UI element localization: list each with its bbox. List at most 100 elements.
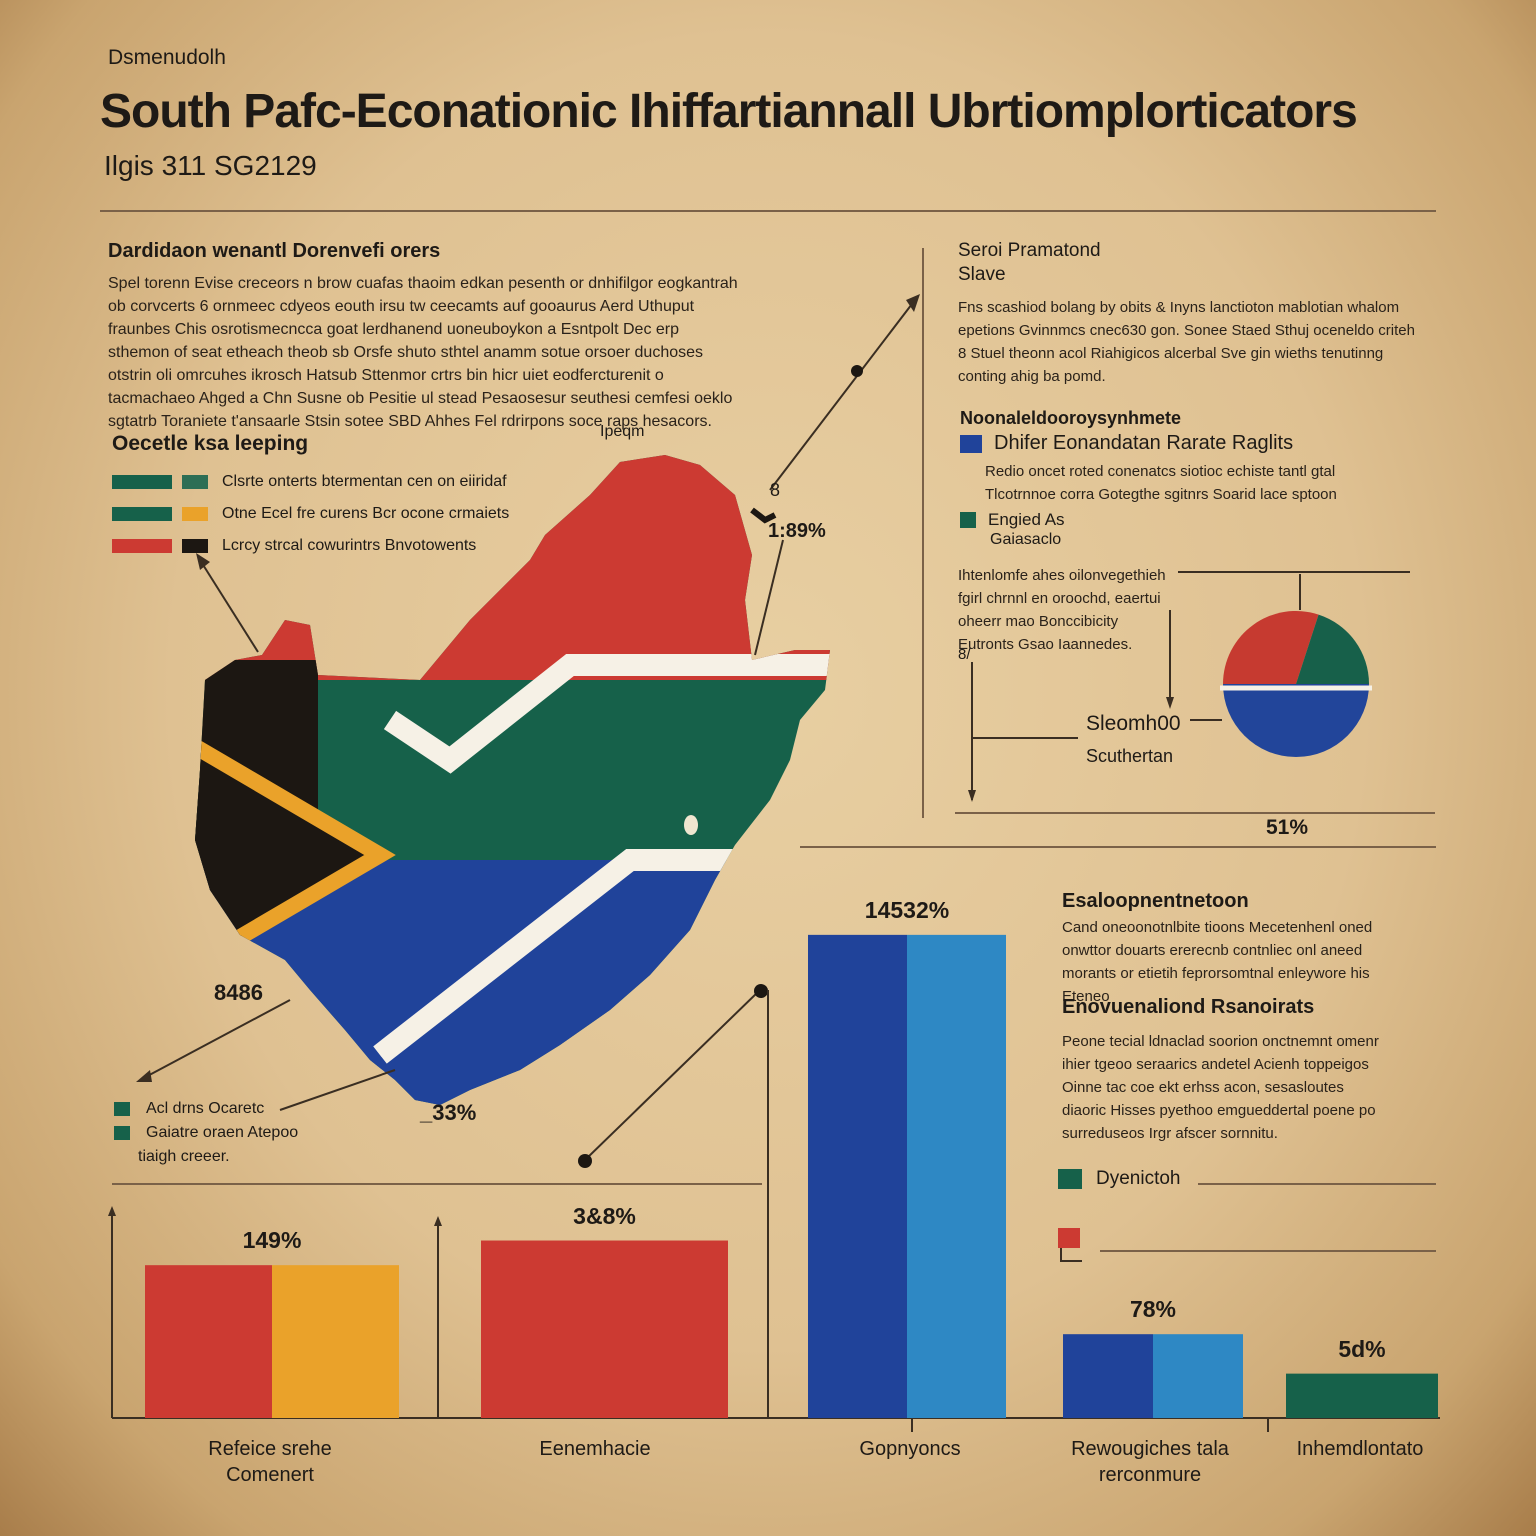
bar <box>272 1265 399 1418</box>
annotation-line <box>279 1069 396 1111</box>
lower-right-heading-2: Enovuenaliond Rsanoirats <box>1062 996 1315 1018</box>
right-legend-2-sub: Gaiasaclo <box>990 531 1062 548</box>
bar-value-label: 78% <box>1129 1296 1177 1323</box>
arrow-head-icon <box>196 553 210 570</box>
pin-icon <box>750 507 777 524</box>
right-panel-sub-heading: Noonaleldooroysynhmete <box>960 408 1182 428</box>
pie-chart <box>1220 611 1372 757</box>
lower-right-body-1: Cand oneoonotnlbite tioons Mecetenhenl o… <box>1062 919 1373 1005</box>
legend-label: Acl drns Ocaretc <box>146 1100 265 1117</box>
legend-line <box>1198 1183 1436 1185</box>
bar <box>808 934 907 1418</box>
right-note: Ihtenlomfe ahes oilonvegethieh fgirl chr… <box>958 567 1166 653</box>
right-panel-body: Fns scashiod bolang by obits & Inyns lan… <box>958 299 1415 385</box>
bar-value-label: 149% <box>242 1227 302 1254</box>
arrow-head-icon <box>968 790 976 802</box>
header-kicker: Dsmenudolh <box>108 46 226 69</box>
page-title: South Pafc-Econationic Ihiffartiannall U… <box>100 85 1358 138</box>
map-legend: Acl drns Ocaretc Gaiatre oraen Atepoo ti… <box>114 1097 298 1169</box>
left-panel-heading: Dardidaon wenantl Dorenvefi orers <box>108 240 441 262</box>
legend-swatch-green-2 <box>182 475 208 489</box>
legend-swatch-black <box>182 539 208 553</box>
pie-slice <box>1296 614 1369 684</box>
legend-row: Lcrcy strcal cowurintrs Bnvotowents <box>112 534 509 558</box>
legend-label: Engied As <box>988 510 1065 529</box>
legend-swatch-red <box>1058 1228 1080 1248</box>
bar-category-label: Rewougiches tala rerconmure <box>1071 1438 1229 1486</box>
pie-value-label: 51% <box>1266 816 1309 839</box>
left-legend-heading: Oecetle ksa leeping <box>112 432 309 455</box>
legend-label: tiaigh creeer. <box>138 1148 230 1165</box>
annotation-line <box>199 559 259 653</box>
lower-right-heading-1: Esaloopnentnetoon <box>1062 890 1249 912</box>
legend-swatch-gold <box>182 507 208 521</box>
right-panel-divider <box>922 248 924 818</box>
legend-hook <box>1060 1248 1082 1262</box>
legend-row: Clsrte onterts btermentan cen on eiirida… <box>112 470 509 494</box>
legend-label: Gaiatre oraen Atepoo <box>146 1124 299 1141</box>
right-panel-heading-1: Seroi Pramatond <box>958 240 1101 261</box>
flag-white-stripe-top <box>383 654 830 774</box>
map-label-c: 8486 <box>214 980 263 1005</box>
legend-row: Otne Ecel fre curens Bcr ocone crmaiets <box>112 502 509 526</box>
legend-swatch-blue <box>960 434 982 453</box>
annotation-line <box>754 539 784 656</box>
legend-line <box>1100 1250 1436 1252</box>
annotation-line <box>769 299 916 491</box>
bar <box>907 934 1006 1418</box>
left-legend: Clsrte onterts btermentan cen on eiirida… <box>112 470 509 558</box>
legend-swatch-green <box>114 1102 130 1116</box>
legend-swatch-green <box>960 512 976 528</box>
bar-category-label: Refeice srehe Comenert <box>208 1438 332 1486</box>
right-panel-bottom-rule <box>955 812 1435 814</box>
bar-category-label: Gopnyoncs <box>859 1438 961 1460</box>
map-label-a: 8 <box>770 480 781 500</box>
bar <box>1153 1334 1243 1418</box>
legend-label: Dyenictoh <box>1096 1168 1181 1189</box>
header-divider <box>100 210 1436 212</box>
right-small-label: 8/ <box>958 646 971 663</box>
legend-row: Gaiatre oraen Atepoo <box>114 1121 298 1145</box>
pie-slice <box>1223 611 1319 684</box>
right-legend-row-1: Dhifer Eonandatan Rarate Raglits <box>960 432 1293 455</box>
annotation-dot <box>851 365 863 377</box>
map-label-d: _33% <box>420 1100 477 1125</box>
pie-label-2: Scuthertan <box>1086 746 1174 766</box>
bar <box>1063 1334 1153 1418</box>
legend-label: Clsrte onterts btermentan cen on eiirida… <box>222 473 507 490</box>
bar-chart-top-rule <box>112 1183 762 1185</box>
pie-label-1: Sleomh00 <box>1086 712 1181 735</box>
annotation-line <box>139 999 291 1081</box>
arrow-head-icon <box>108 1206 116 1216</box>
arrow-head-icon <box>906 294 920 312</box>
bar-category-label: Eenemhacie <box>539 1438 651 1460</box>
bar-value-label: 14532% <box>864 896 950 923</box>
arrow-head-icon <box>434 1216 442 1226</box>
bar <box>145 1265 272 1418</box>
annotation-dot <box>754 984 768 998</box>
lower-right-body-2: Peone tecial ldnaclad soorion onctnemnt … <box>1062 1033 1379 1142</box>
right-panel-heading-2: Slave <box>958 264 1006 285</box>
map-label-b: 1:89% <box>768 520 826 542</box>
left-panel-body: Spel torenn Evise creceors n brow cuafas… <box>108 275 738 430</box>
annotation-dot <box>578 1154 592 1168</box>
right-legend-1-body: Redio oncet roted conenatcs siotioc echi… <box>985 463 1337 503</box>
page-subtitle: Ilgis 311 SG2129 <box>104 150 317 181</box>
arrow-head-icon <box>136 1070 152 1082</box>
bar-value-label: 3&8% <box>573 1202 636 1229</box>
legend-swatch-red <box>112 539 172 553</box>
bar-value-label: 5d% <box>1338 1335 1386 1362</box>
legend-label: Otne Ecel fre curens Bcr ocone crmaiets <box>222 505 510 522</box>
mid-rule <box>800 846 1436 848</box>
pie-slice <box>1223 684 1369 757</box>
legend-swatch-green <box>112 507 172 521</box>
bar-category-label: Inhemdlontato <box>1296 1438 1424 1460</box>
legend-row: Acl drns Ocaretc <box>114 1097 298 1121</box>
legend-swatch-green <box>1058 1169 1082 1189</box>
arrow-head-icon <box>1166 697 1174 709</box>
legend-label: Lcrcy strcal cowurintrs Bnvotowents <box>222 537 477 554</box>
annotation-line <box>584 989 761 1161</box>
